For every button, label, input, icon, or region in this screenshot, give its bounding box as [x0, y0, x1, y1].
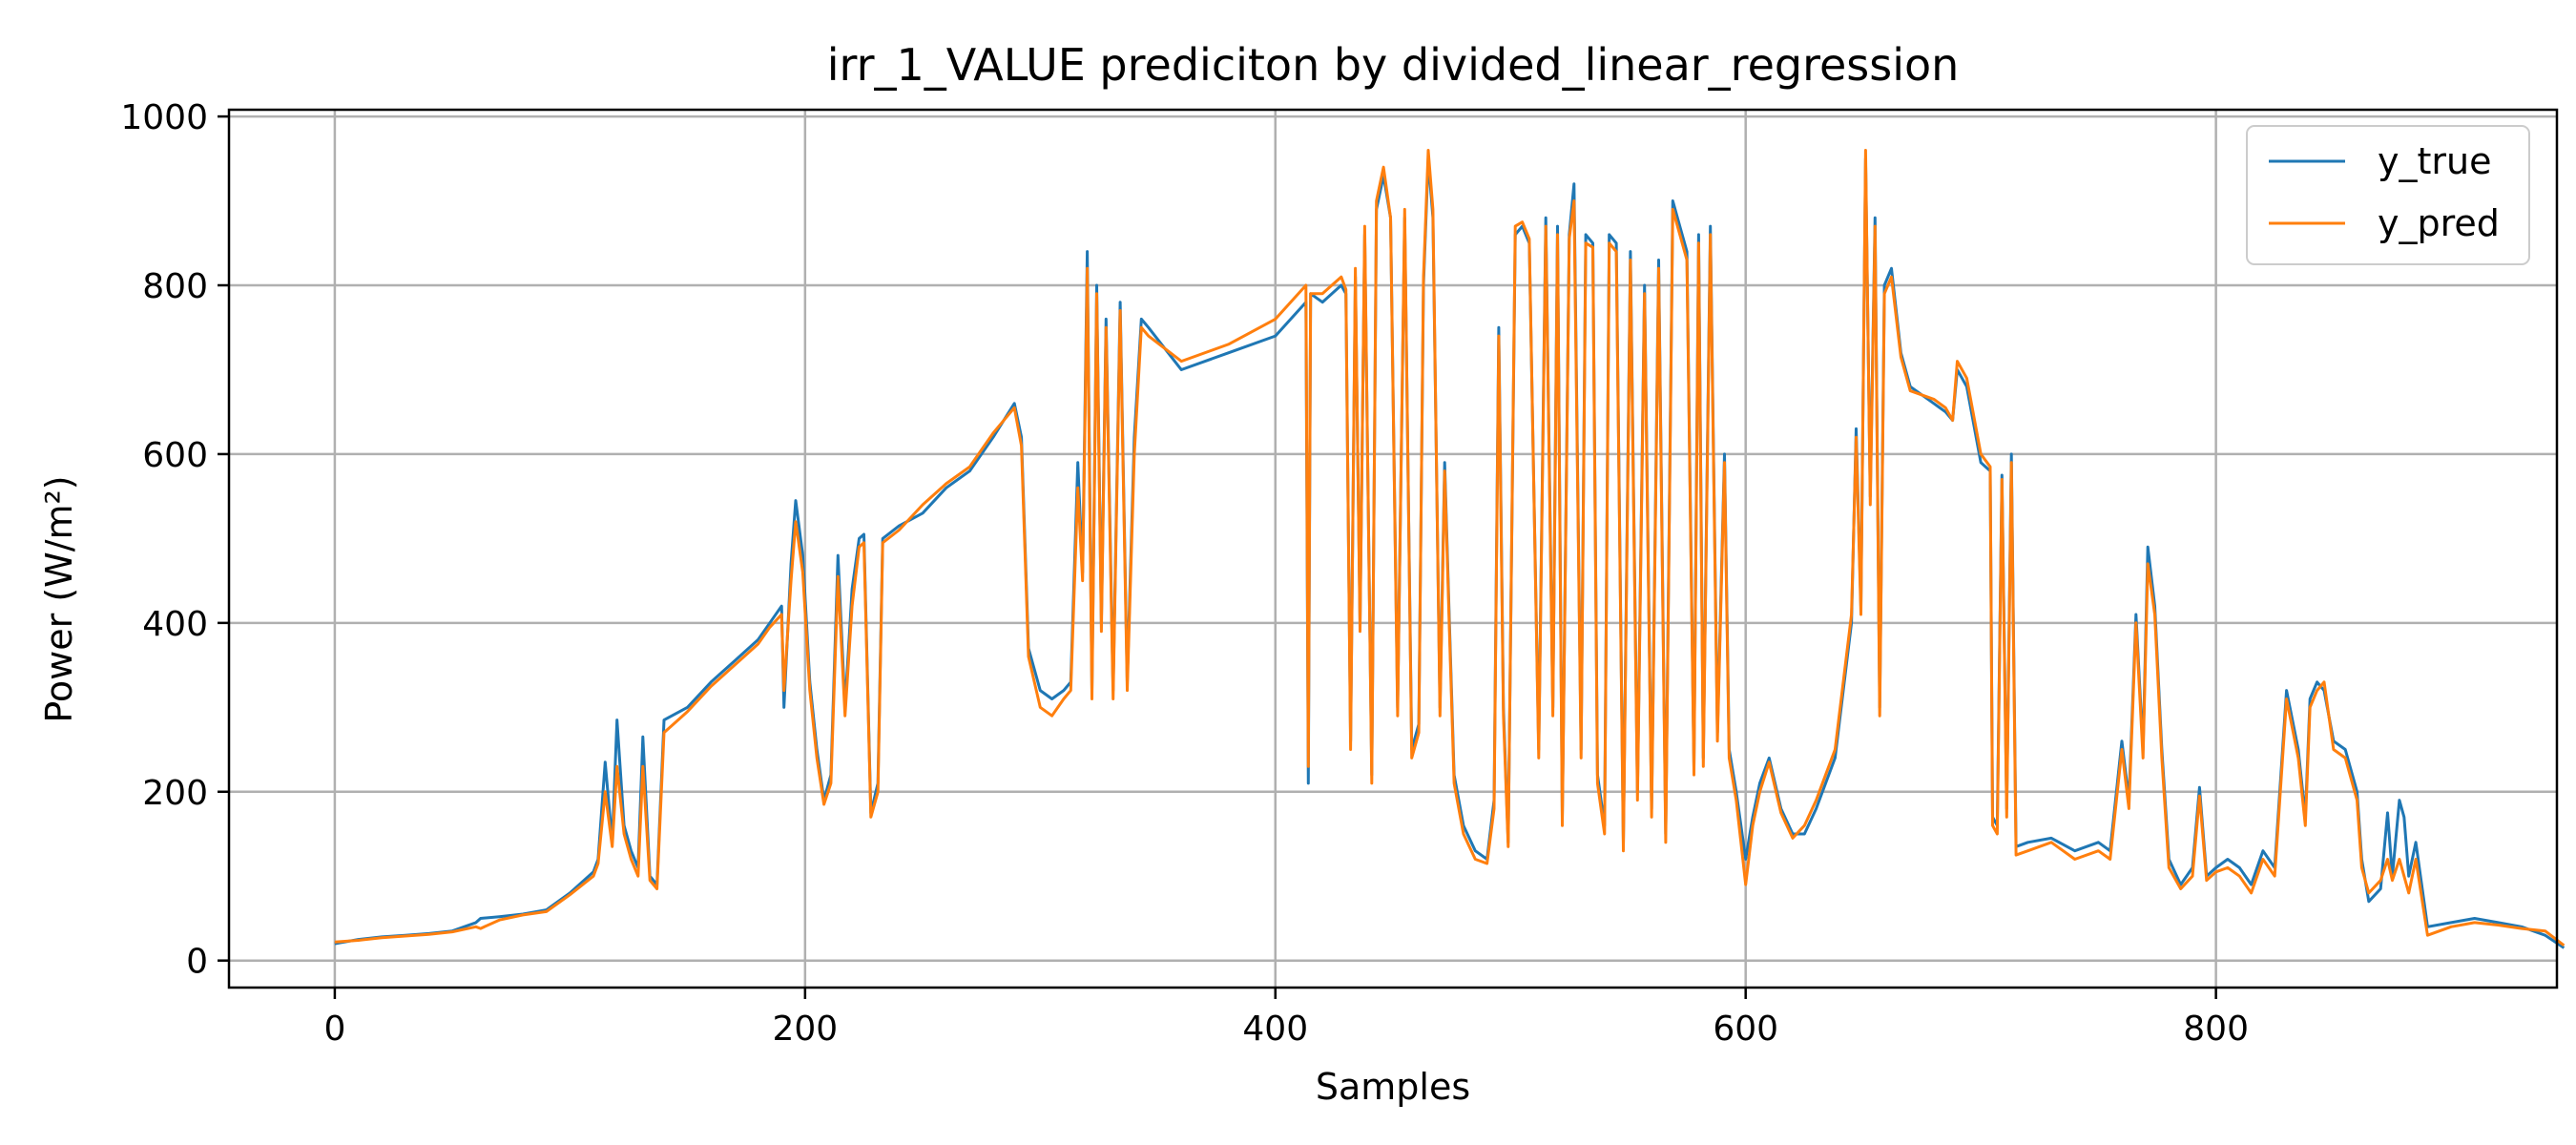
- x-tick-label: 400: [1242, 1010, 1308, 1049]
- legend: y_true y_pred: [2246, 125, 2530, 265]
- y-tick-label: 800: [142, 267, 208, 306]
- y-tick-label: 400: [142, 605, 208, 644]
- x-tick-label: 200: [772, 1010, 838, 1049]
- series-lines: [334, 149, 2566, 949]
- legend-label-y-true: y_true: [2378, 140, 2491, 182]
- chart-title: irr_1_VALUE prediciton by divided_linear…: [827, 39, 1960, 91]
- plot-frame: [227, 108, 2559, 989]
- y-tick-label: 1000: [120, 98, 208, 137]
- series-line-y-pred: [334, 149, 2566, 947]
- y-tick-label: 600: [142, 436, 208, 475]
- x-tick-label: 800: [2183, 1010, 2249, 1049]
- x-tick-label: 0: [323, 1010, 345, 1049]
- y-tick-label: 0: [186, 943, 208, 982]
- axis-ticks: 0 200 400 600 800 0 200 400 600 800 1000: [120, 98, 2249, 1049]
- x-axis-title: Samples: [1316, 1066, 1470, 1108]
- x-tick-label: 600: [1713, 1010, 1778, 1049]
- y-axis-title: Power (W/m²): [38, 475, 80, 722]
- legend-label-y-pred: y_pred: [2378, 202, 2500, 244]
- y-tick-label: 200: [142, 774, 208, 813]
